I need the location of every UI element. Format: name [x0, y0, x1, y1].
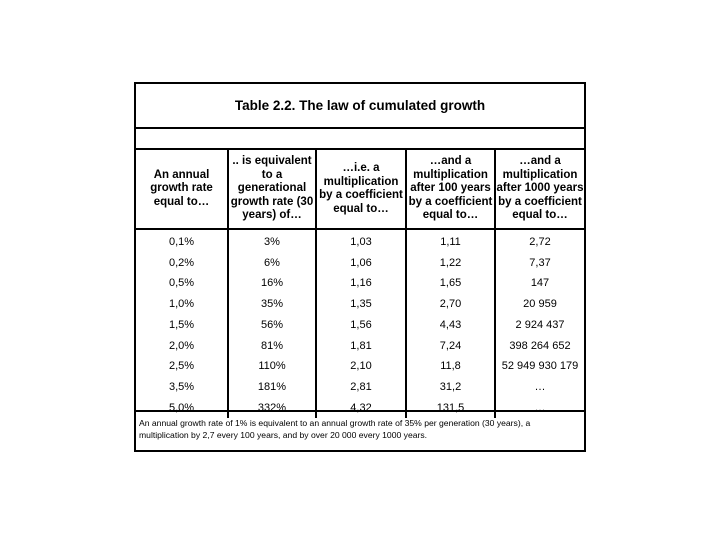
table-cell: 2 924 437	[494, 314, 584, 336]
table-cell: 0,2%	[168, 256, 195, 269]
table-cell: 3,5%	[168, 380, 195, 393]
table-cell: 7,37	[494, 252, 584, 274]
table-footnote: An annual growth rate of 1% is equivalen…	[136, 410, 584, 450]
table-row: 1,0% 35% 1,35 2,70 20 959	[136, 294, 584, 315]
table-title: Table 2.2. The law of cumulated growth	[136, 84, 584, 129]
table-cell: 1,03	[315, 229, 406, 253]
table-cell: 52 949 930 179	[494, 356, 584, 377]
table-cell: 0,1%	[168, 236, 195, 248]
header-generational-rate: .. is equivalent to a generational growt…	[227, 150, 316, 230]
table-cell: 7,24	[405, 335, 495, 357]
table-cell: …	[494, 397, 584, 419]
table-cell: 1,35	[315, 294, 406, 315]
table-cell: 181%	[227, 376, 316, 398]
table-cell: 2,70	[405, 294, 495, 315]
table-cell: 3%	[227, 229, 316, 253]
table-cell: 1,81	[315, 335, 406, 357]
table-row: 0,5% 16% 1,16 1,65 147	[136, 273, 584, 295]
table-cell: 4,43	[405, 314, 495, 336]
table-cell: 1,56	[315, 314, 406, 336]
table-cell: 147	[494, 273, 584, 295]
table-row: 1,5% 56% 1,56 4,43 2 924 437	[136, 314, 584, 336]
table-cell: 1,11	[405, 229, 495, 253]
table-cell: 6%	[227, 252, 316, 274]
table-row: 0,2% 6% 1,06 1,22 7,37	[136, 252, 584, 274]
growth-table: An annual growth rate equal to… .. is eq…	[136, 150, 584, 419]
table-spacer-row	[136, 129, 584, 150]
table-cell: 1,22	[405, 252, 495, 274]
header-row: An annual growth rate equal to… .. is eq…	[136, 150, 584, 230]
table-row: 3,5% 181% 2,81 31,2 …	[136, 376, 584, 398]
table-cell: 20 959	[494, 294, 584, 315]
table-cell: 35%	[227, 294, 316, 315]
table-frame: Table 2.2. The law of cumulated growth A…	[134, 82, 586, 452]
header-1000-years: …and a multiplication after 1000 years b…	[494, 150, 584, 230]
table-cell: 56%	[227, 314, 316, 336]
table-cell: 1,06	[315, 252, 406, 274]
table-cell: 1,65	[405, 273, 495, 295]
table-cell: 2,0%	[168, 339, 195, 352]
table-cell: 16%	[227, 273, 316, 295]
table-cell: 0,5%	[168, 277, 195, 290]
table-cell: 1,0%	[168, 298, 195, 311]
table-cell: 1,16	[315, 273, 406, 295]
table-cell: 2,5%	[168, 360, 195, 373]
table-cell: 2,81	[315, 376, 406, 398]
table-cell: 2,10	[315, 356, 406, 377]
table-cell: 2,72	[494, 229, 584, 253]
header-coefficient: …i.e. a multiplication by a coefficient …	[315, 150, 406, 230]
table-row: 0,1% 3% 1,03 1,11 2,72	[136, 229, 584, 253]
table-cell: 11,8	[405, 356, 495, 377]
table-row: 2,0% 81% 1,81 7,24 398 264 652	[136, 335, 584, 357]
table-row: 2,5% 110% 2,10 11,8 52 949 930 179	[136, 356, 584, 377]
table-cell: 110%	[227, 356, 316, 377]
table-cell: 81%	[227, 335, 316, 357]
table-cell: 1,5%	[168, 318, 195, 331]
header-100-years: …and a multiplication after 100 years by…	[405, 150, 495, 230]
table-cell: 31,2	[405, 376, 495, 398]
header-annual-rate: An annual growth rate equal to…	[136, 150, 228, 230]
table-cell: …	[494, 376, 584, 398]
table-cell: 398 264 652	[494, 335, 584, 357]
